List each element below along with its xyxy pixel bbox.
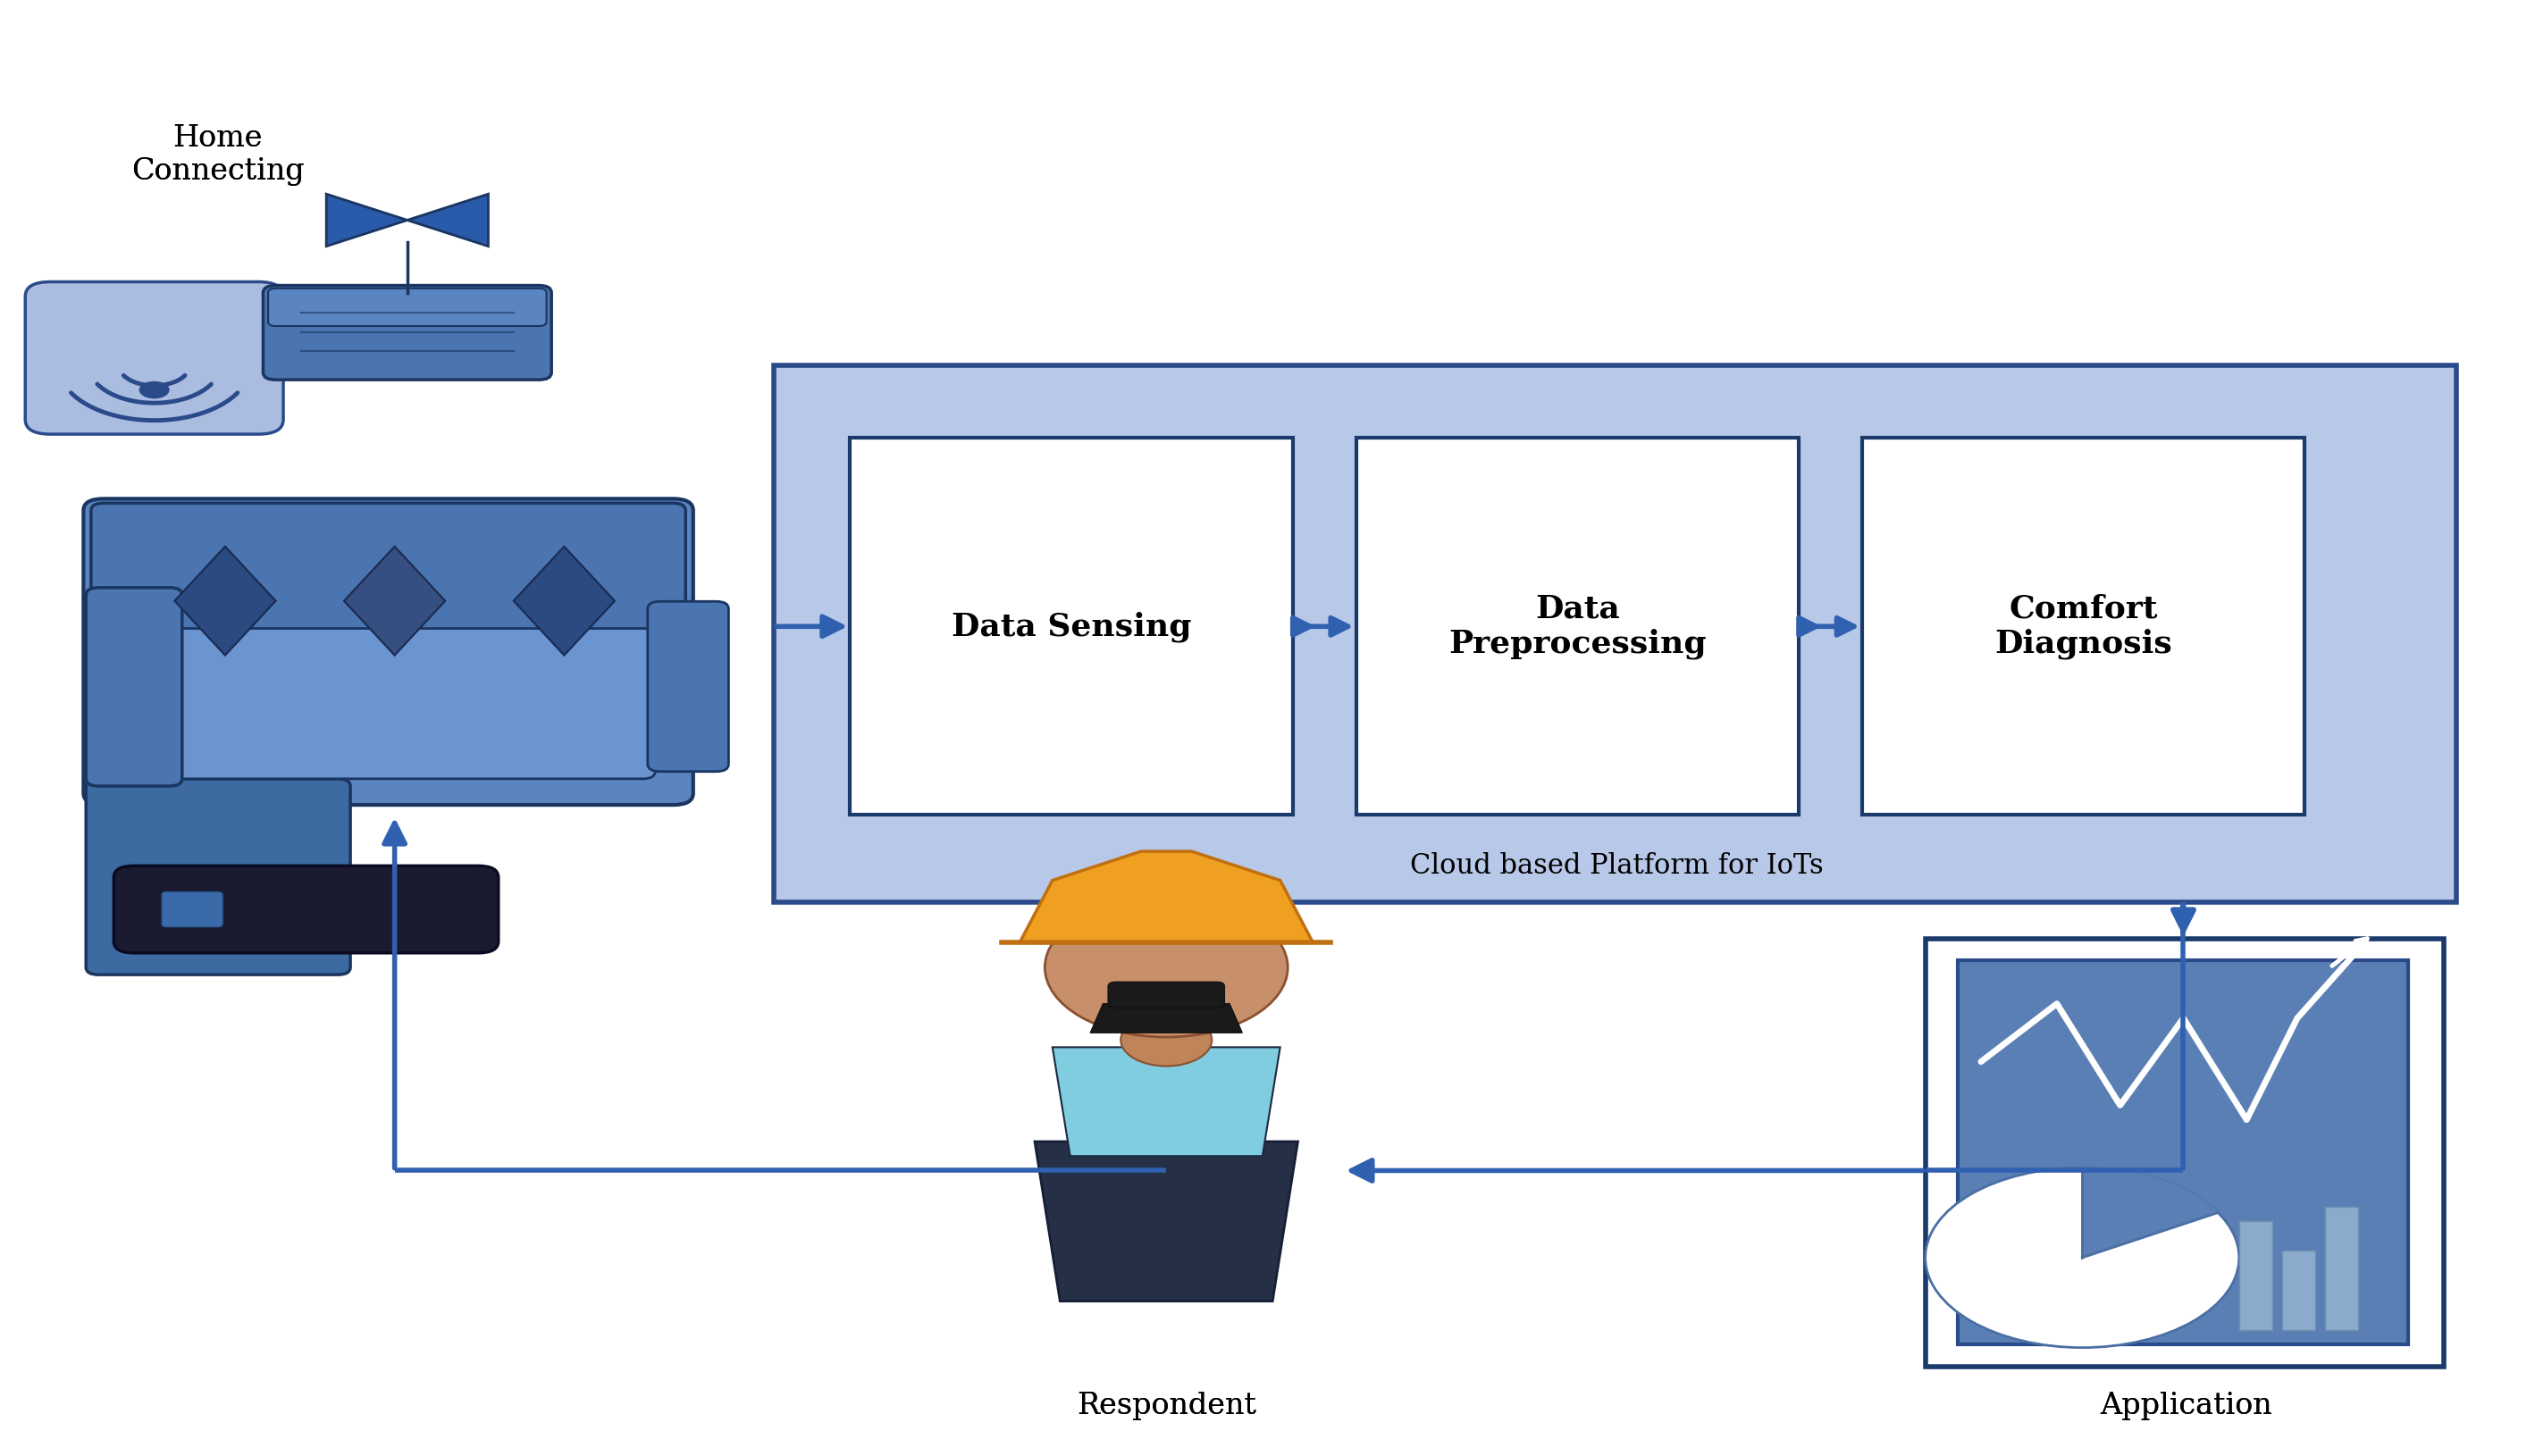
Circle shape [1044,898,1288,1037]
Text: Application: Application [2099,1392,2271,1420]
Text: Respondent: Respondent [1077,1392,1255,1420]
FancyBboxPatch shape [2325,1207,2358,1331]
Polygon shape [1090,1003,1242,1032]
Polygon shape [345,546,446,655]
Polygon shape [1052,1047,1280,1156]
FancyBboxPatch shape [162,893,223,927]
Polygon shape [515,546,616,655]
FancyBboxPatch shape [1924,939,2444,1367]
FancyBboxPatch shape [1356,438,1800,815]
Text: Home
Connecting: Home Connecting [132,124,304,186]
FancyBboxPatch shape [25,282,284,434]
Circle shape [139,381,170,399]
FancyBboxPatch shape [1863,438,2304,815]
Text: Data
Preprocessing: Data Preprocessing [1447,594,1706,660]
Text: Home
Connecting: Home Connecting [132,124,304,186]
FancyBboxPatch shape [86,779,350,974]
FancyBboxPatch shape [646,601,728,772]
FancyBboxPatch shape [91,504,684,645]
FancyBboxPatch shape [84,499,692,805]
Circle shape [1924,1168,2238,1348]
FancyBboxPatch shape [269,288,548,326]
Polygon shape [327,194,489,246]
FancyBboxPatch shape [122,629,654,779]
FancyBboxPatch shape [773,365,2456,903]
FancyBboxPatch shape [1957,960,2408,1345]
Text: Application: Application [2099,1392,2271,1420]
Polygon shape [175,546,276,655]
Text: Cloud based Platform for IoTs: Cloud based Platform for IoTs [1409,852,1823,879]
FancyBboxPatch shape [264,285,553,380]
FancyBboxPatch shape [2282,1251,2314,1331]
FancyBboxPatch shape [86,588,183,786]
FancyBboxPatch shape [114,866,499,952]
Polygon shape [1019,852,1313,942]
Text: Data Sensing: Data Sensing [951,612,1191,642]
Text: Comfort
Diagnosis: Comfort Diagnosis [1995,594,2172,660]
Polygon shape [2081,1168,2218,1258]
Polygon shape [1034,1142,1298,1302]
FancyBboxPatch shape [849,438,1293,815]
Circle shape [1120,1013,1212,1066]
FancyBboxPatch shape [1108,981,1224,1008]
Text: Respondent: Respondent [1077,1392,1255,1420]
FancyBboxPatch shape [2238,1222,2271,1331]
